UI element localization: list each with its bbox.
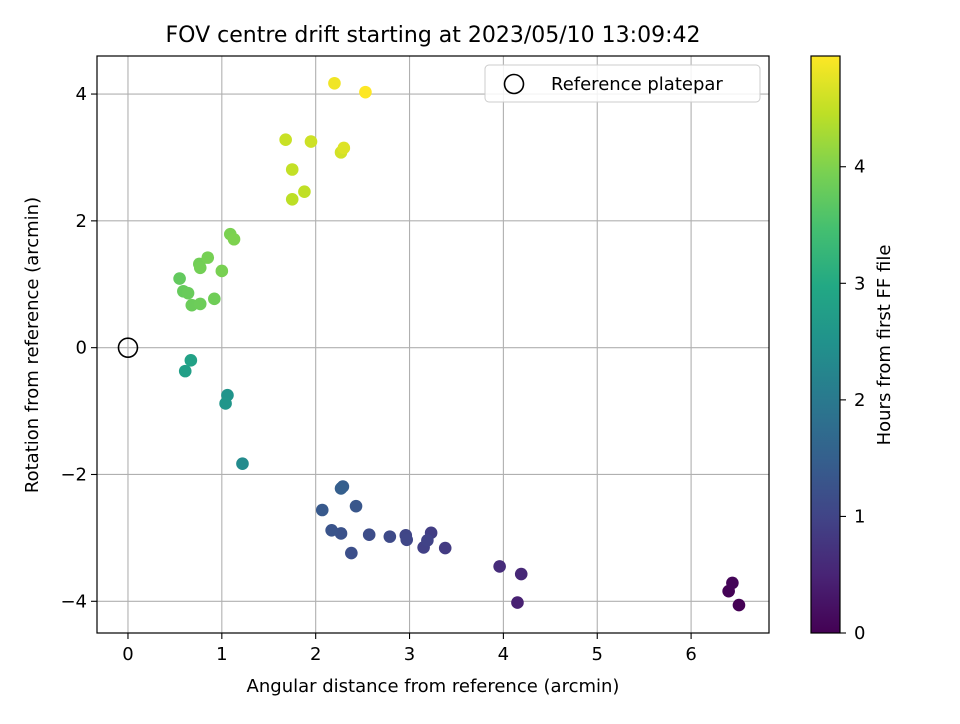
data-point <box>315 503 329 517</box>
colorbar-tick-label: 0 <box>854 623 865 644</box>
data-point <box>421 534 434 547</box>
legend-box <box>484 64 761 103</box>
data-point <box>325 523 338 537</box>
x-tick-label: 5 <box>592 644 603 665</box>
reference-platepar-marker <box>117 337 139 358</box>
x-tick-label: 0 <box>122 644 133 665</box>
legend-marker-icon <box>503 73 525 95</box>
data-point <box>227 232 241 246</box>
data-point <box>208 292 221 306</box>
data-point <box>328 76 341 90</box>
chart-title: FOV centre drift starting at 2023/05/10 … <box>166 23 701 48</box>
data-point <box>362 528 376 542</box>
data-point <box>726 576 739 590</box>
data-point <box>181 286 195 300</box>
data-point <box>298 185 311 198</box>
data-points <box>173 76 746 612</box>
data-point <box>493 560 506 573</box>
data-point <box>285 163 299 176</box>
data-point <box>304 135 318 148</box>
colorbar-tick-label: 2 <box>854 390 865 411</box>
y-tick-label: 4 <box>76 84 87 105</box>
y-axis-ticks: −4 −2 0 2 4 <box>60 84 97 612</box>
y-axis-label: Rotation from reference (arcmin) <box>22 197 43 493</box>
data-point <box>184 354 198 367</box>
data-point <box>279 133 292 146</box>
y-tick-label: 2 <box>76 211 87 232</box>
data-point <box>400 533 414 547</box>
legend-entry-reference: Reference platepar <box>551 74 723 95</box>
colorbar-ticks: 0 1 2 3 4 <box>840 157 865 644</box>
x-tick-label: 6 <box>685 644 696 665</box>
data-point <box>173 272 186 285</box>
y-tick-label: −2 <box>60 464 87 485</box>
data-point <box>215 264 229 278</box>
data-point <box>178 364 192 378</box>
colorbar-label: Hours from first FF file <box>874 245 895 446</box>
x-axis-label: Angular distance from reference (arcmin) <box>247 676 620 697</box>
data-point <box>514 567 528 581</box>
data-point <box>334 482 348 495</box>
x-tick-label: 4 <box>498 644 509 665</box>
data-point <box>236 457 249 471</box>
x-tick-label: 2 <box>310 644 321 665</box>
x-tick-label: 3 <box>404 644 415 665</box>
y-tick-label: −4 <box>60 591 87 612</box>
legend: Reference platepar <box>484 64 761 103</box>
data-point <box>383 530 397 543</box>
colorbar-tick-label: 1 <box>854 506 865 527</box>
colorbar <box>810 55 841 634</box>
data-point <box>285 192 299 206</box>
data-point <box>337 141 351 155</box>
data-point <box>219 397 232 410</box>
data-point <box>732 598 746 612</box>
data-point <box>511 596 524 609</box>
colorbar-tick-label: 3 <box>854 273 865 294</box>
colorbar-tick-label: 4 <box>854 157 865 178</box>
plot-frame <box>96 55 770 634</box>
data-point <box>345 546 358 560</box>
grid-lines <box>97 56 769 633</box>
x-tick-label: 1 <box>216 644 227 665</box>
data-point <box>349 499 363 513</box>
y-tick-label: 0 <box>76 338 87 359</box>
data-point <box>438 541 452 555</box>
data-point <box>359 85 372 99</box>
x-axis-ticks: 0 1 2 3 4 5 6 <box>122 633 697 665</box>
data-point <box>193 297 207 311</box>
data-point <box>201 251 215 264</box>
data-point <box>193 261 207 275</box>
